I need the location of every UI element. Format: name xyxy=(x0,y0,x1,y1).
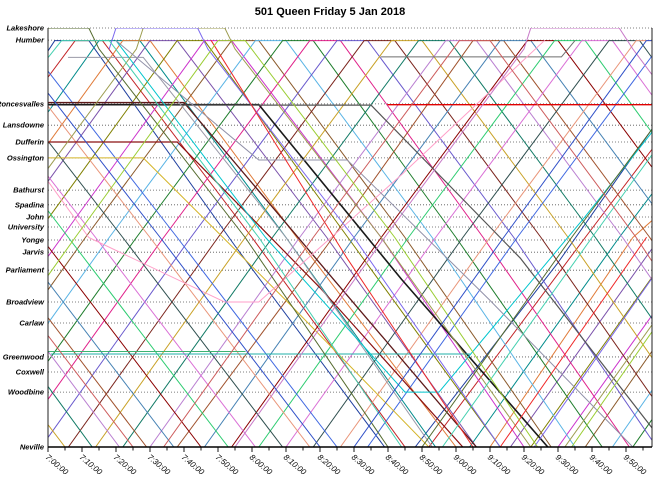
trajectory-line xyxy=(210,40,647,447)
trajectory-line xyxy=(48,40,652,447)
trajectory-line xyxy=(48,40,652,447)
trajectory-line xyxy=(48,40,652,447)
time-tick-label: 7:20:00 xyxy=(112,453,139,477)
time-tick-label: 9:50:00 xyxy=(622,453,649,477)
trajectory-line xyxy=(48,40,652,447)
trajectory-line xyxy=(48,40,652,447)
station-label: Carlaw xyxy=(19,318,45,327)
trajectories xyxy=(48,28,652,447)
chart-title: 501 Queen Friday 5 Jan 2018 xyxy=(254,6,406,18)
station-label: Broadview xyxy=(6,298,45,307)
station-label: Roncesvalles xyxy=(0,99,44,108)
trajectory-line xyxy=(48,101,478,447)
trajectory-line xyxy=(48,40,652,447)
trajectory-line xyxy=(48,40,652,447)
station-label: Lakeshore xyxy=(6,24,44,33)
trajectory-line xyxy=(48,40,652,447)
trajectory-line xyxy=(48,55,652,447)
trajectory-line xyxy=(48,40,652,447)
station-label: Lansdowne xyxy=(3,121,44,130)
station-label: Humber xyxy=(16,36,45,45)
trajectory-line xyxy=(108,28,652,447)
station-label: Bathurst xyxy=(13,186,44,195)
time-tick-label: 7:50:00 xyxy=(214,453,241,477)
time-tick-label: 9:00:00 xyxy=(452,453,479,477)
trajectory-line xyxy=(48,40,652,447)
trajectory-line xyxy=(48,40,652,447)
trajectory-line xyxy=(48,40,652,447)
trajectory-line xyxy=(48,40,652,447)
trajectory-line xyxy=(48,40,652,447)
trajectory-line xyxy=(48,40,652,447)
trajectory-line xyxy=(48,40,652,447)
trajectory-line xyxy=(48,40,652,447)
station-label: Jarvis xyxy=(22,248,44,257)
station-label: Ossington xyxy=(7,153,45,162)
station-label: Coxwell xyxy=(16,367,45,376)
station-label: John xyxy=(26,212,44,221)
time-tick-label: 8:30:00 xyxy=(350,453,377,477)
station-label: University xyxy=(8,223,45,232)
trajectory-line xyxy=(234,28,652,447)
trajectory-line xyxy=(380,40,576,58)
time-tick-label: 8:40:00 xyxy=(384,453,411,477)
time-tick-label: 9:20:00 xyxy=(520,453,547,477)
time-tick-label: 9:10:00 xyxy=(486,453,513,477)
station-label: Parliament xyxy=(6,266,45,275)
trajectory-line xyxy=(48,40,652,447)
time-tick-label: 8:50:00 xyxy=(418,453,445,477)
time-tick-label: 8:00:00 xyxy=(248,453,275,477)
station-label: Neville xyxy=(20,443,44,452)
station-label: Greenwood xyxy=(3,352,45,361)
time-tick-label: 9:30:00 xyxy=(554,453,581,477)
station-label: Woodbine xyxy=(8,388,44,397)
station-label: Spadina xyxy=(15,200,44,209)
trajectory-line xyxy=(48,157,430,447)
trajectory-line xyxy=(48,40,545,303)
time-tick-label: 7:10:00 xyxy=(78,453,105,477)
trajectory-line xyxy=(48,28,652,447)
trajectory-line xyxy=(115,40,634,447)
trajectory-line xyxy=(48,40,652,447)
station-label: Yonge xyxy=(21,236,44,245)
trajectory-line xyxy=(48,40,652,447)
trajectory-line xyxy=(48,40,652,447)
time-tick-label: 8:10:00 xyxy=(282,453,309,477)
trajectory-line xyxy=(48,28,652,447)
station-label: Dufferin xyxy=(15,137,44,146)
time-tick-label: 9:40:00 xyxy=(588,453,615,477)
trajectory-line xyxy=(48,103,549,447)
time-tick-label: 7:00:00 xyxy=(44,453,71,477)
time-tick-label: 7:40:00 xyxy=(180,453,207,477)
trajectory-line xyxy=(48,40,652,447)
trajectory-line xyxy=(48,40,652,447)
trajectory-line xyxy=(115,40,652,393)
time-tick-label: 7:30:00 xyxy=(146,453,173,477)
time-tick-label: 8:20:00 xyxy=(316,453,343,477)
